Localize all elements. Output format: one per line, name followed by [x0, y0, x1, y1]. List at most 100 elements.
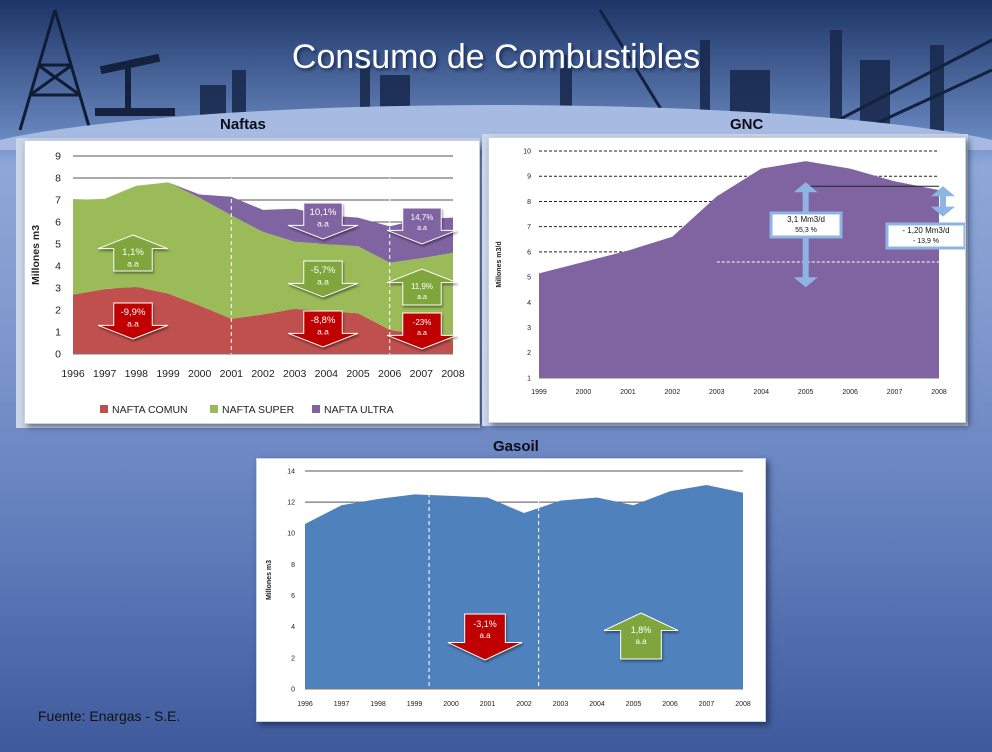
annotation-label-value: -23%	[413, 318, 432, 327]
x-tick-label: 2004	[315, 368, 339, 380]
gnc-decline-label-sub: - 13,9 %	[913, 238, 939, 245]
y-tick-label: 6	[291, 593, 295, 600]
x-tick-label: 1997	[93, 368, 117, 380]
x-tick-label: 2004	[753, 389, 769, 396]
x-tick-label: 2005	[626, 701, 642, 708]
y-tick-label: 9	[527, 174, 531, 181]
y-tick-label: 8	[291, 562, 295, 569]
annotation-label-value: -3,1%	[473, 619, 497, 629]
gnc-decline-arrow-head-up	[931, 186, 955, 197]
y-tick-label: 5	[527, 275, 531, 282]
annotation-label-value: 1,1%	[122, 247, 144, 258]
x-tick-label: 1998	[125, 368, 149, 380]
x-tick-label: 1999	[407, 701, 423, 708]
source-note: Fuente: Enargas - S.E.	[38, 708, 181, 724]
area-series-gasoil	[305, 485, 743, 689]
gnc-decline-box	[885, 222, 967, 250]
gasoil-chart: 0 2 4 6 8 10 12 14 1996 1997 1998 1999 2000 2001 2002 2…	[266, 465, 751, 708]
y-tick-label: 10	[523, 148, 531, 155]
x-tick-label: 2002	[665, 389, 681, 396]
x-tick-label: 1999	[531, 389, 547, 396]
x-tick-label: 2001	[620, 389, 636, 396]
x-tick-label: 2001	[480, 701, 496, 708]
x-tick-label: 2000	[443, 701, 459, 708]
x-tick-label: 2003	[709, 389, 725, 396]
annotation-label-value: -5,7%	[311, 265, 336, 276]
x-tick-label: 1996	[297, 701, 313, 708]
annotation-label-sub: a.a	[317, 327, 329, 337]
x-tick-label: 2008	[931, 389, 947, 396]
gnc-growth-arrow-head-down	[793, 277, 818, 288]
annotation-label-sub: a.a	[417, 330, 427, 337]
y-axis-label: Millones m3/d	[496, 241, 503, 287]
pump-jack-graphic	[95, 53, 175, 116]
annotation-arrow	[386, 268, 458, 306]
x-tick-label: 2000	[188, 368, 212, 380]
annotation-arrow	[603, 612, 679, 660]
annotation-label-sub: a.a	[417, 294, 427, 301]
y-tick-label: 3	[55, 283, 61, 295]
x-tick-label: 2002	[251, 368, 275, 380]
gnc-growth-box	[769, 211, 843, 239]
gasoil-chart-panel: 0 2 4 6 8 10 12 14 1996 1997 1998 1999 2000 2001 2002 2…	[256, 458, 766, 722]
x-tick-label: 2007	[887, 389, 903, 396]
legend-swatch	[210, 405, 218, 413]
gnc-growth-label-value: 3,1 Mm3/d	[787, 215, 825, 224]
annotation-label-sub: a.a	[317, 277, 329, 287]
y-tick-label: 4	[291, 624, 295, 631]
annotation-label-value: 1,8%	[631, 625, 652, 635]
y-tick-label: 10	[287, 531, 295, 538]
x-tick-label: 1996	[61, 368, 85, 380]
area-series-nafta-super	[73, 182, 453, 341]
x-tick-label: 2003	[553, 701, 569, 708]
y-tick-label: 12	[287, 500, 295, 507]
annotation-arrow	[386, 207, 458, 245]
legend-swatch	[100, 405, 108, 413]
gnc-chart-panel: 1 2 3 4 5 6 7 8 9 10 1999 2000 2001 2002 2003 2004 2005 2…	[488, 137, 967, 423]
annotation-label-sub: a.a	[479, 631, 491, 640]
annotation-label-sub: a.a	[127, 319, 139, 329]
annotation-label-value: -8,8%	[311, 315, 336, 326]
x-tick-label: 2006	[378, 368, 402, 380]
y-tick-label: 14	[287, 468, 295, 475]
y-axis-label: Millones m3	[30, 225, 42, 285]
annotation-label-value: 11,9%	[411, 282, 433, 291]
oil-derrick-graphic	[18, 9, 92, 131]
y-tick-label: 3	[527, 325, 531, 332]
y-tick-label: 0	[291, 686, 295, 693]
x-tick-label: 2007	[699, 701, 715, 708]
y-tick-label: 4	[55, 261, 61, 273]
y-tick-label: 1	[527, 375, 531, 382]
annotation-label-value: 10,1%	[310, 207, 337, 218]
y-tick-label: 7	[55, 195, 61, 207]
area-series-nafta-comun	[73, 286, 453, 354]
x-tick-label: 2008	[441, 368, 465, 380]
x-tick-label: 2005	[346, 368, 370, 380]
gnc-growth-label-sub: 55,3 %	[795, 227, 817, 234]
annotation-arrow	[97, 302, 169, 340]
x-tick-label: 1999	[156, 368, 180, 380]
annotation-arrow	[386, 312, 458, 350]
y-tick-label: 2	[291, 655, 295, 662]
annotation-label-sub: a.a	[417, 225, 427, 232]
annotation-label-sub: a.a	[127, 259, 139, 269]
area-series-gnc	[539, 161, 939, 378]
x-tick-label: 2005	[798, 389, 814, 396]
y-tick-label: 9	[55, 151, 61, 163]
annotation-label-sub: a.a	[317, 219, 329, 229]
banner-industrial-photo	[0, 0, 992, 150]
x-tick-label: 2006	[842, 389, 858, 396]
gasoil-section-title: Gasoil	[493, 438, 539, 455]
x-tick-label: 2007	[410, 368, 434, 380]
legend-label: NAFTA SUPER	[222, 404, 295, 416]
annotation-arrow	[97, 234, 169, 272]
naftas-chart-panel: 0 1 2 3 4 5 6 7 8 9 1996 1997 1998 1999 2000 2001 2002 20…	[24, 140, 480, 424]
gnc-section-title: GNC	[730, 116, 764, 133]
gnc-growth-arrow-head-up	[793, 182, 818, 193]
legend-swatch	[312, 405, 320, 413]
area-series-nafta-ultra	[73, 182, 453, 263]
y-axis-label: Millones m3	[266, 560, 273, 600]
legend-label: NAFTA COMUN	[112, 404, 188, 416]
annotation-arrow	[287, 202, 359, 240]
